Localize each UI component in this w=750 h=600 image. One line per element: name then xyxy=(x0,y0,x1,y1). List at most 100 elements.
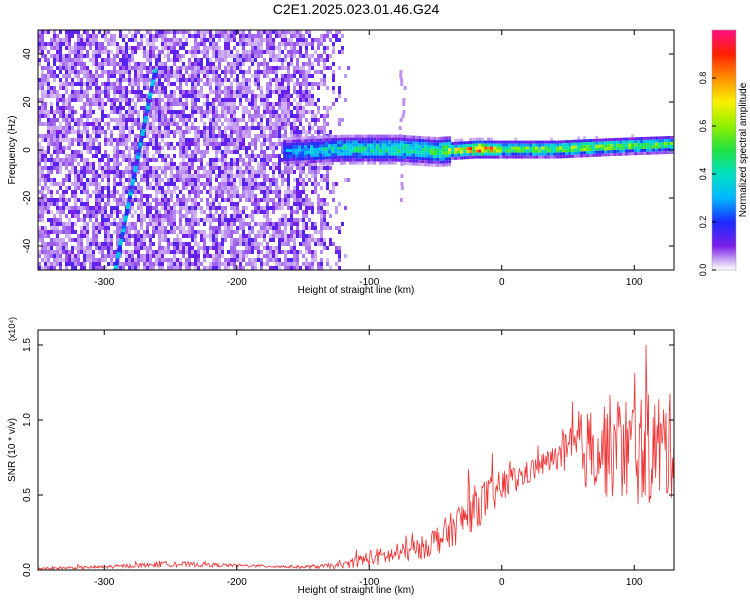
noise-cell xyxy=(290,250,293,254)
noise-cell xyxy=(242,82,245,86)
noise-cell xyxy=(182,202,185,206)
noise-cell xyxy=(212,242,215,246)
noise-cell xyxy=(200,166,203,170)
noise-cell xyxy=(155,86,158,90)
noise-cell xyxy=(167,206,170,210)
noise-cell xyxy=(263,186,266,190)
noise-cell xyxy=(302,98,305,102)
noise-cell xyxy=(86,162,89,166)
noise-cell xyxy=(191,174,194,178)
signal-cell xyxy=(421,148,425,152)
noise-cell xyxy=(50,222,53,226)
noise-cell xyxy=(101,66,104,70)
noise-cell xyxy=(119,178,122,182)
noise-cell xyxy=(185,106,188,110)
noise-cell xyxy=(227,86,230,90)
noise-cell xyxy=(155,82,158,86)
noise-cell xyxy=(113,102,116,106)
noise-cell xyxy=(89,70,92,74)
noise-cell xyxy=(248,54,251,58)
noise-cell xyxy=(251,102,254,106)
noise-cell xyxy=(56,190,59,194)
noise-cell xyxy=(323,34,326,38)
noise-cell xyxy=(86,190,89,194)
noise-cell xyxy=(305,82,308,86)
noise-cell xyxy=(254,102,257,106)
noise-cell xyxy=(245,182,248,186)
noise-cell xyxy=(197,126,200,130)
noise-cell xyxy=(275,194,278,198)
noise-cell xyxy=(143,230,146,234)
noise-cell xyxy=(170,102,173,106)
noise-cell xyxy=(53,230,56,234)
noise-cell xyxy=(110,190,113,194)
noise-cell xyxy=(149,174,152,178)
noise-cell xyxy=(50,142,53,146)
noise-cell xyxy=(242,186,245,190)
noise-cell xyxy=(98,150,101,154)
noise-cell xyxy=(56,134,59,138)
noise-cell xyxy=(80,86,83,90)
noise-cell xyxy=(131,166,134,170)
noise-cell xyxy=(89,102,92,106)
noise-cell xyxy=(221,222,224,226)
signal-cell xyxy=(355,146,359,150)
signal-cell xyxy=(409,144,413,148)
signal-cell xyxy=(295,148,299,152)
noise-cell xyxy=(44,266,47,270)
noise-cell xyxy=(212,38,215,42)
noise-cell xyxy=(125,258,128,262)
noise-cell xyxy=(239,70,242,74)
noise-cell xyxy=(218,242,221,246)
noise-cell xyxy=(143,174,146,178)
noise-cell xyxy=(83,130,86,134)
noise-cell xyxy=(152,106,155,110)
noise-cell xyxy=(152,174,155,178)
noise-cell xyxy=(263,178,266,182)
noise-cell xyxy=(158,82,161,86)
noise-cell xyxy=(131,46,134,50)
noise-cell xyxy=(38,166,41,170)
noise-cell xyxy=(74,122,77,126)
noise-cell xyxy=(179,250,182,254)
noise-cell xyxy=(191,138,194,142)
signal-cell xyxy=(451,148,455,152)
noise-cell xyxy=(104,130,107,134)
noise-cell xyxy=(254,42,257,46)
noise-cell xyxy=(314,58,317,62)
noise-cell xyxy=(221,158,224,162)
noise-cell xyxy=(182,246,185,250)
noise-cell xyxy=(116,206,119,210)
noise-cell xyxy=(71,34,74,38)
noise-cell xyxy=(281,230,284,234)
noise-cell xyxy=(68,174,71,178)
noise-cell xyxy=(182,138,185,142)
noise-cell xyxy=(281,238,284,242)
noise-cell xyxy=(77,218,80,222)
noise-cell xyxy=(248,114,251,118)
noise-cell xyxy=(107,82,110,86)
noise-cell xyxy=(164,94,167,98)
noise-cell xyxy=(272,46,275,50)
noise-cell xyxy=(122,70,125,74)
noise-cell xyxy=(209,30,212,34)
noise-cell xyxy=(65,130,68,134)
noise-cell xyxy=(209,158,212,162)
signal-cell xyxy=(283,149,287,152)
noise-cell xyxy=(245,50,248,54)
noise-cell xyxy=(107,242,110,246)
noise-cell xyxy=(230,202,233,206)
noise-cell xyxy=(146,78,149,82)
signal-cell xyxy=(388,149,392,153)
noise-cell xyxy=(71,118,74,122)
noise-cell xyxy=(194,94,197,98)
noise-cell xyxy=(278,42,281,46)
noise-cell xyxy=(149,122,152,126)
noise-cell xyxy=(191,50,194,54)
noise-cell xyxy=(95,58,98,62)
noise-cell xyxy=(53,54,56,58)
noise-cell xyxy=(161,110,164,114)
noise-cell xyxy=(215,78,218,82)
noise-cell xyxy=(233,262,236,266)
noise-cell xyxy=(86,146,89,150)
